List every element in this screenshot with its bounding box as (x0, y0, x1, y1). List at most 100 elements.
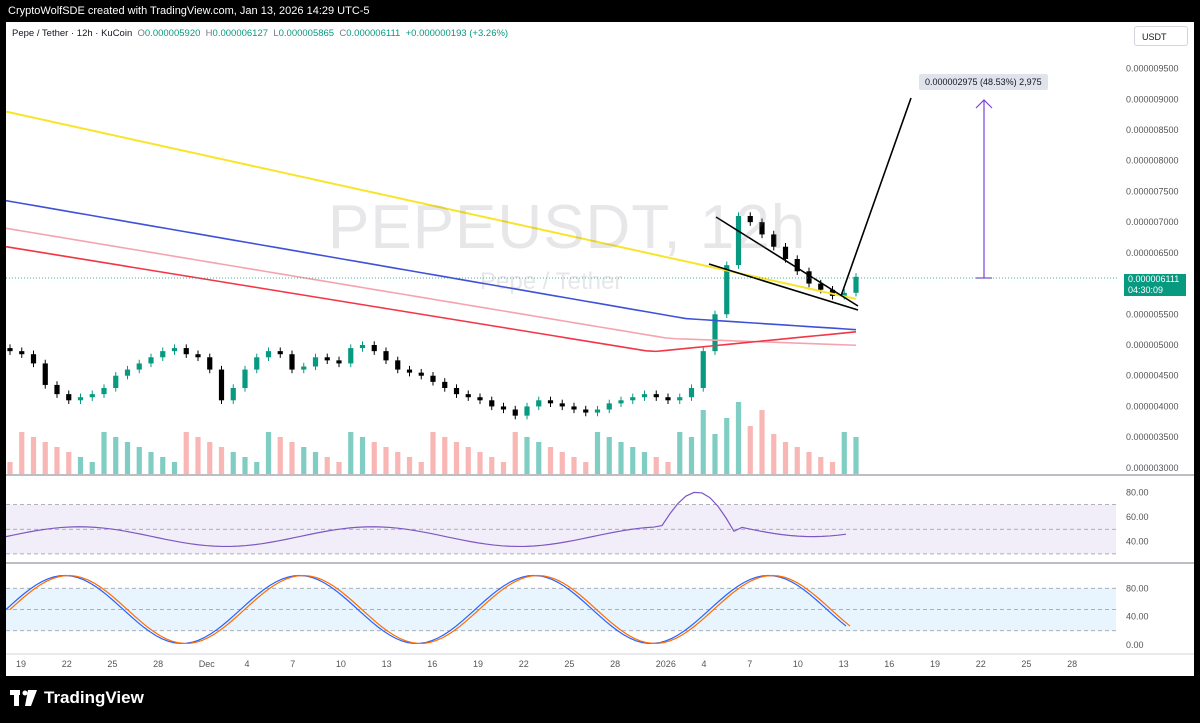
volume-bar (301, 447, 307, 474)
volume-bar (42, 442, 48, 474)
close-label: C (339, 28, 347, 39)
volume-bar (7, 462, 13, 474)
volume-bar (594, 432, 601, 474)
volume-bar (724, 418, 730, 474)
price-axis-label: 0.000008000 (1126, 156, 1179, 166)
volume-bar (747, 426, 753, 474)
volume-bar (853, 437, 859, 474)
candle-body (442, 381, 448, 388)
price-axis-label: 0.000004500 (1126, 371, 1179, 381)
stoch-d-line (9, 574, 851, 645)
candle-body (230, 388, 236, 401)
time-axis-label: 4 (245, 659, 250, 669)
candle-body (30, 354, 37, 364)
candle-body (113, 375, 119, 388)
volume-bar (735, 402, 742, 474)
candle-body (794, 259, 800, 272)
candle-body (265, 351, 272, 358)
time-axis-label: 28 (153, 659, 163, 669)
candle-body (618, 400, 624, 404)
candle-body (841, 292, 847, 296)
volume-bar (218, 447, 225, 474)
header-text: CryptoWolfSDE created with TradingView.c… (8, 5, 370, 17)
time-axis-label: 10 (793, 659, 803, 669)
volume-bar (348, 432, 354, 474)
tradingview-logo[interactable]: TradingView (10, 688, 144, 708)
candle-body (583, 409, 589, 413)
volume-bar (500, 462, 507, 474)
volume-bar (359, 437, 366, 474)
candle-body (512, 409, 518, 416)
open-label: O (137, 28, 145, 39)
candle-body (700, 351, 706, 388)
volume-bar (688, 437, 695, 474)
time-axis-label: 28 (1067, 659, 1077, 669)
price-axis-label: 0.000006500 (1126, 248, 1179, 258)
last-price-tag: 0.000006111 04:30:09 (1124, 274, 1186, 296)
lower-trendline (708, 263, 859, 311)
volume-bar (207, 442, 213, 474)
ema-red-line (6, 245, 857, 353)
volume-bar (277, 437, 283, 474)
volume-bar (66, 452, 72, 474)
volume-bar (160, 457, 166, 474)
candle-body (606, 403, 612, 410)
symbol-label[interactable]: Pepe / Tether · 12h · KuCoin (12, 28, 133, 39)
time-axis-label: 4 (702, 659, 707, 669)
tradingview-brand: TradingView (44, 688, 144, 707)
stoch-axis-label: 0.00 (1126, 640, 1144, 650)
candle-body (101, 388, 107, 395)
volume-bar (771, 434, 777, 474)
volume-bar (336, 462, 342, 474)
candle-body (559, 403, 565, 407)
time-axis-label: 2026 (656, 659, 676, 669)
candle-body (724, 265, 730, 315)
candle-body (395, 360, 401, 370)
currency-selector[interactable]: USDT (1134, 26, 1188, 46)
candle-body (818, 283, 824, 290)
candle-body (547, 400, 554, 404)
candle-body (54, 384, 60, 395)
candle-body (735, 216, 742, 266)
candle-body (301, 366, 307, 370)
time-axis-label: 7 (290, 659, 295, 669)
volume-bar (113, 437, 119, 474)
price-axis-label: 0.000003000 (1126, 463, 1179, 473)
volume-bar (230, 452, 236, 474)
volume-bar (148, 452, 154, 474)
volume-bar (806, 452, 812, 474)
change-value: +0.000000193 (+3.26%) (405, 28, 509, 39)
candle-body (477, 397, 483, 401)
volume-bar (524, 437, 530, 474)
chart-area[interactable]: 0.000009500 0.000009000 0.000008500 0.00000… (6, 22, 1194, 676)
price-axis-label: 0.000005500 (1126, 309, 1179, 319)
candle-body (418, 372, 424, 376)
candle-body (289, 354, 295, 370)
stoch-k-line (6, 574, 847, 645)
volume-bar (712, 434, 718, 474)
volume-bar (406, 457, 413, 474)
time-axis-label: 19 (16, 659, 26, 669)
chart-svg[interactable]: 0.000009500 0.000009000 0.000008500 0.00000… (6, 22, 1194, 676)
candle-body (336, 360, 342, 364)
candle-body (124, 369, 131, 376)
rsi-axis-label: 60.00 (1126, 512, 1149, 522)
projection-line (840, 97, 912, 297)
footer: TradingView (0, 676, 1200, 723)
candle-body (500, 406, 507, 410)
volume-bar (559, 452, 565, 474)
volume-bar (583, 462, 589, 474)
price-axis-label: 0.000004000 (1126, 401, 1179, 411)
candle-body (688, 388, 695, 398)
time-axis-label: 19 (930, 659, 940, 669)
volume-bar (653, 457, 659, 474)
volume-bar (265, 432, 272, 474)
volume-bar (465, 447, 471, 474)
volume-bar (254, 462, 260, 474)
volume-bar (183, 432, 189, 474)
volume-bar (841, 432, 847, 474)
time-axis-label: 19 (473, 659, 483, 669)
candle-body (806, 271, 812, 284)
time-axis-label: 25 (564, 659, 574, 669)
candle-body (759, 222, 765, 235)
